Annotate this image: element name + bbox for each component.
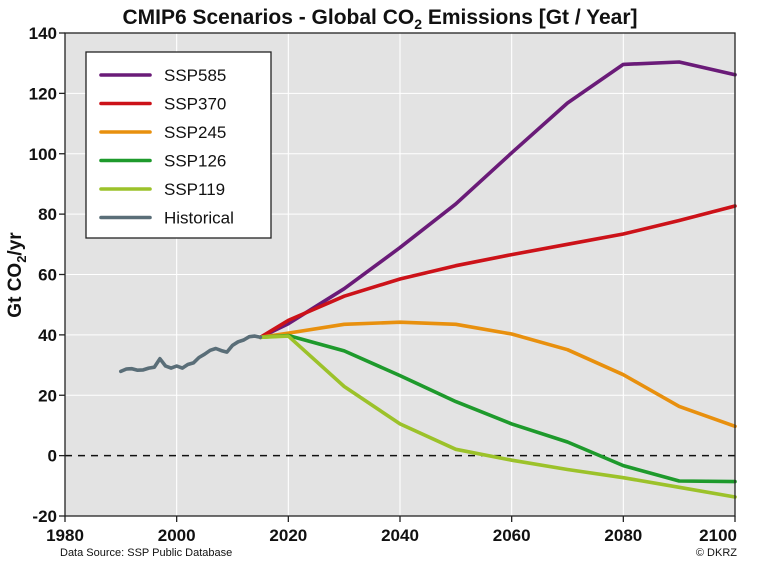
data-source-note: Data Source: SSP Public Database (60, 547, 232, 559)
x-tick-label: 2100 (699, 526, 737, 545)
legend: SSP585 SSP370 SSP245 SSP126 SSP119 Historical (85, 51, 272, 239)
y-tick-label: 0 (48, 447, 57, 466)
copyright-note: © DKRZ (696, 547, 737, 559)
legend-label-ssp119: SSP119 (164, 180, 225, 199)
series-line-historical (119, 334, 263, 374)
y-tick-label: -20 (32, 507, 57, 526)
y-tick-label: 140 (29, 24, 57, 43)
series-line-ssp245 (258, 320, 737, 429)
legend-label-ssp245: SSP245 (164, 123, 226, 142)
legend-box (85, 51, 272, 239)
y-axis-label: Gt CO2/yr (5, 232, 29, 318)
y-tick-label: 80 (38, 205, 57, 224)
legend-label-ssp370: SSP370 (164, 95, 226, 114)
series-line-ssp585 (258, 60, 737, 340)
x-tick-label: 1980 (46, 526, 84, 545)
x-axis-ticks: 1980 2000 2020 2040 2060 2080 2100 (46, 516, 737, 545)
y-tick-label: 120 (29, 84, 57, 103)
series-line-ssp119 (258, 334, 737, 499)
series-line-ssp126 (258, 333, 737, 484)
y-tick-label: 40 (38, 326, 57, 345)
x-tick-label: 2080 (604, 526, 642, 545)
x-tick-label: 2060 (493, 526, 531, 545)
chart-title: CMIP6 Scenarios - Global CO2 Emissions [… (122, 6, 637, 32)
x-tick-label: 2040 (381, 526, 419, 545)
y-tick-label: 20 (38, 386, 57, 405)
x-tick-label: 2000 (158, 526, 196, 545)
y-tick-label: 60 (38, 266, 57, 285)
y-axis-ticks: -20 0 20 40 60 80 100 120 140 (29, 24, 65, 526)
series-lines (119, 60, 737, 499)
legend-label-ssp126: SSP126 (164, 152, 226, 171)
x-tick-label: 2020 (269, 526, 307, 545)
series-line-ssp370 (258, 204, 737, 340)
legend-label-historical: Historical (164, 209, 234, 228)
legend-label-ssp585: SSP585 (164, 66, 226, 85)
y-tick-label: 100 (29, 145, 57, 164)
